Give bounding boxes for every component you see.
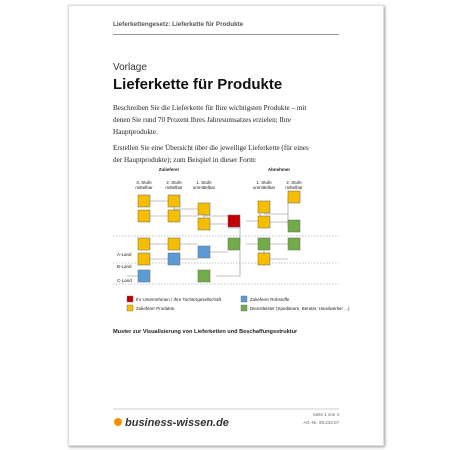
row-label: A-Land [117,252,132,257]
legend-label: Ihr Unternehmen / Ihre Tochtergesellscha… [136,297,222,302]
column-label: unmittelbar [193,185,216,190]
header-rule [113,34,339,35]
diagram: Zulieferer Abnehmer 3. Stufemittelbar2. … [113,167,350,429]
legend-label: Zulieferer Rohstoffe [250,297,290,302]
legend-label: Dienstleister (Spediteure, Berater, Hand… [250,306,350,311]
paragraph: Beschreiben Sie die Lieferkette für Ihre… [113,104,307,136]
column-label: 2. Stufe [166,180,182,185]
column-label: 3. Stufe [136,180,152,185]
column-label: 1. Stufe [256,180,272,185]
brand: business-wissen.de [125,417,229,429]
row-label: B-Land [117,264,132,269]
body: Beschreiben Sie die Lieferkette für Ihre… [113,102,313,170]
column-label: unmittelbar [253,185,276,190]
row-label: C-Land [117,278,132,283]
column-label: mittelbar [285,185,303,190]
group-label: Zulieferer [159,167,180,172]
kicker: Vorlage [113,62,147,73]
column-label: 1. Stufe [196,180,212,185]
page-number: Seite 1 von 4 [313,412,340,417]
caption: Muster zur Visualisierung von Lieferkett… [113,329,298,335]
column-label: mittelbar [165,185,183,190]
document: Lieferkettengesetz: Lieferkette für Prod… [68,5,384,446]
paragraph: Erstellen Sie eine Übersicht über die je… [113,144,309,164]
article-number: Art.-Nr. 99.243.07 [303,420,339,425]
header-title: Lieferkettengesetz: Lieferkette für Prod… [113,21,244,28]
column-label: mittelbar [135,185,153,190]
legend-label: Zulieferer Produkte [136,306,175,311]
doc-title: Lieferkette für Produkte [113,76,283,93]
group-label: Abnehmer [268,167,291,172]
column-label: 2. Stufe [286,180,302,185]
